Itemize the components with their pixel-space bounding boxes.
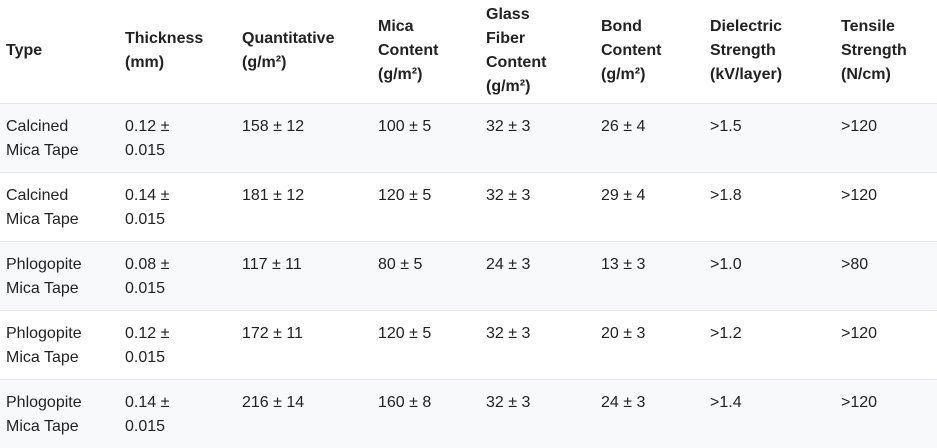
table-cell: Phlogopite Mica Tape xyxy=(0,240,125,310)
table-cell: >1.4 xyxy=(710,378,841,448)
table-cell: 26 ± 4 xyxy=(601,102,710,172)
table-row: Phlogopite Mica Tape 0.12 ± 0.015 172 ± 11… xyxy=(0,309,937,379)
table-cell: 24 ± 3 xyxy=(486,240,601,310)
table-cell: >1.0 xyxy=(710,240,841,310)
table-cell: 32 ± 3 xyxy=(486,171,601,241)
table-cell: 120 ± 5 xyxy=(378,171,486,241)
header-row: Type Thickness (mm) Quantitative (g/m²) Mic… xyxy=(0,0,937,103)
table-cell: 158 ± 12 xyxy=(242,102,378,172)
table-cell: 32 ± 3 xyxy=(486,102,601,172)
header-cell: Type xyxy=(6,42,43,60)
header-cell: Thickness (mm) xyxy=(125,30,204,72)
table-cell: 172 ± 11 xyxy=(242,309,378,379)
header-cell: Glass Fiber Content (g/m²) xyxy=(486,6,547,96)
table-cell: 100 ± 5 xyxy=(378,102,486,172)
table-cell: 32 ± 3 xyxy=(486,309,601,379)
table-cell: >1.5 xyxy=(710,102,841,172)
table-cell: Phlogopite Mica Tape xyxy=(0,378,125,448)
table-cell: Calcined Mica Tape xyxy=(0,102,125,172)
table-cell: Calcined Mica Tape xyxy=(0,171,125,241)
table-cell: 32 ± 3 xyxy=(486,378,601,448)
table-cell: >120 xyxy=(841,171,937,241)
table-cell: 0.14 ± 0.015 xyxy=(125,171,242,241)
table-cell: 80 ± 5 xyxy=(378,240,486,310)
header-cell: Tensile Strength (N/cm) xyxy=(841,18,907,84)
table-cell: 120 ± 5 xyxy=(378,309,486,379)
table-cell: 24 ± 3 xyxy=(601,378,710,448)
table-cell: 181 ± 12 xyxy=(242,171,378,241)
table-cell: >80 xyxy=(841,240,937,310)
table-cell: >120 xyxy=(841,309,937,379)
table-cell: >120 xyxy=(841,378,937,448)
table-cell: >1.8 xyxy=(710,171,841,241)
table-cell: 0.08 ± 0.015 xyxy=(125,240,242,310)
table-row: Calcined Mica Tape 0.12 ± 0.015 158 ± 12 10… xyxy=(0,102,937,172)
table-row: Phlogopite Mica Tape 0.08 ± 0.015 117 ± 11… xyxy=(0,240,937,310)
table-cell: 13 ± 3 xyxy=(601,240,710,310)
table-cell: 216 ± 14 xyxy=(242,378,378,448)
table-cell: 0.12 ± 0.015 xyxy=(125,102,242,172)
table-cell: 29 ± 4 xyxy=(601,171,710,241)
header-cell: Bond Content (g/m²) xyxy=(601,18,662,84)
table-row: Calcined Mica Tape 0.14 ± 0.015 181 ± 12 12… xyxy=(0,171,937,241)
table-cell: 117 ± 11 xyxy=(242,240,378,310)
header-cell: Mica Content (g/m²) xyxy=(378,18,439,84)
table-cell: 0.14 ± 0.015 xyxy=(125,378,242,448)
table-cell: >120 xyxy=(841,102,937,172)
table-cell: 160 ± 8 xyxy=(378,378,486,448)
table-cell: >1.2 xyxy=(710,309,841,379)
table-row: Phlogopite Mica Tape 0.14 ± 0.015 216 ± 14… xyxy=(0,378,937,448)
table-cell: 20 ± 3 xyxy=(601,309,710,379)
header-cell: Quantitative (g/m²) xyxy=(242,30,335,72)
header-cell: Dielectric Strength (kV/layer) xyxy=(710,18,783,84)
table-cell: Phlogopite Mica Tape xyxy=(0,309,125,379)
table-cell: 0.12 ± 0.015 xyxy=(125,309,242,379)
table-body: Calcined Mica Tape 0.12 ± 0.015 158 ± 12 10… xyxy=(0,102,937,448)
